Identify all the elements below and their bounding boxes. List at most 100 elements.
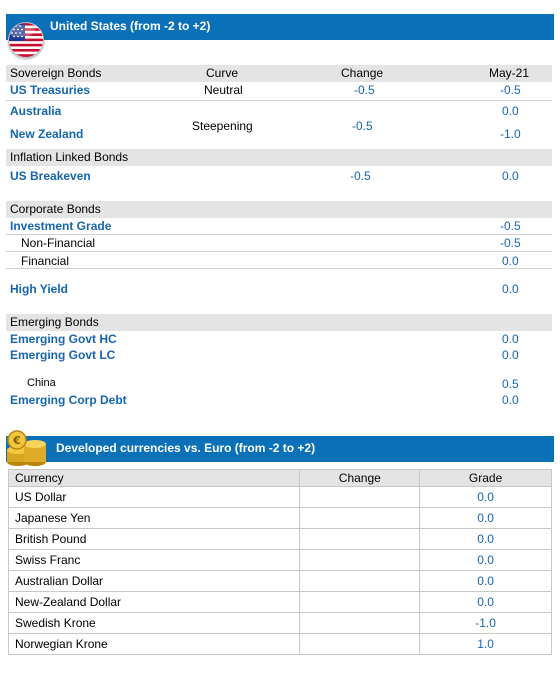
grade-value: -1.0 — [419, 612, 552, 634]
change-value: -0.5 — [354, 83, 375, 97]
emerging-bonds-label: Emerging Bonds — [10, 315, 99, 329]
row-label: Emerging Corp Debt — [10, 393, 127, 407]
grade-value: 0.0 — [419, 507, 552, 529]
month-value: 0.0 — [502, 169, 519, 183]
month-value: 0.0 — [502, 332, 519, 346]
row-label: US Breakeven — [10, 169, 91, 183]
change-value — [299, 549, 421, 571]
currency-name: Japanese Yen — [7, 507, 301, 529]
table-row: Swedish Krone -1.0 — [7, 612, 552, 634]
change-value — [299, 528, 421, 550]
inflation-bonds-label: Inflation Linked Bonds — [10, 150, 129, 164]
bonds-panel-title: United States (from -2 to +2) — [50, 19, 211, 33]
table-row: Non-Financial -0.5 — [6, 236, 552, 252]
table-row: Steepening -0.5 — [6, 119, 552, 137]
table-row: US Breakeven -0.5 0.0 — [6, 169, 552, 187]
table-row: Australia 0.0 — [6, 104, 552, 122]
month-value: 0.0 — [502, 104, 519, 118]
row-label: Investment Grade — [10, 219, 112, 233]
month-value: 0.0 — [502, 348, 519, 362]
change-column-header: Change — [299, 469, 421, 487]
row-label: Emerging Govt HC — [10, 332, 117, 346]
divider — [6, 234, 552, 235]
table-row: Norwegian Krone 1.0 — [7, 633, 552, 655]
us-flag-icon — [8, 22, 44, 58]
svg-text:€: € — [12, 434, 21, 447]
table-row: Swiss Franc 0.0 — [7, 549, 552, 571]
currency-name: US Dollar — [7, 486, 301, 508]
bonds-panel-header: United States (from -2 to +2) — [6, 14, 554, 40]
row-label: Australia — [10, 104, 62, 118]
currency-name: New-Zealand Dollar — [7, 591, 301, 613]
currency-panel-title: Developed currencies vs. Euro (from -2 t… — [56, 441, 316, 455]
currency-name: British Pound — [7, 528, 301, 550]
divider — [6, 251, 552, 252]
currency-name: Swedish Krone — [7, 612, 301, 634]
grade-value: 0.0 — [419, 549, 552, 571]
row-label: Financial — [21, 254, 70, 268]
row-label: US Treasuries — [10, 83, 91, 97]
emerging-bonds-header: Emerging Bonds — [6, 314, 552, 331]
curve-value: Steepening — [192, 119, 253, 133]
month-value: -0.5 — [500, 236, 521, 250]
table-row: Australian Dollar 0.0 — [7, 570, 552, 592]
grade-value: 0.0 — [419, 570, 552, 592]
change-value — [299, 591, 421, 613]
month-value: 0.5 — [502, 377, 519, 391]
row-label: China — [27, 377, 56, 389]
table-row: British Pound 0.0 — [7, 528, 552, 550]
change-value — [299, 612, 421, 634]
change-value: -0.5 — [352, 119, 373, 133]
sovereign-bonds-header: Sovereign Bonds Curve Change May-21 — [6, 65, 552, 82]
month-value: -0.5 — [500, 83, 521, 97]
currency-name: Australian Dollar — [7, 570, 301, 592]
grade-value: 0.0 — [419, 528, 552, 550]
table-row: US Treasuries Neutral -0.5 -0.5 — [6, 83, 552, 101]
grade-column-header: Grade — [419, 469, 552, 487]
month-value: -1.0 — [500, 127, 521, 141]
month-value: 0.0 — [502, 254, 519, 268]
table-row: US Dollar 0.0 — [7, 486, 552, 508]
table-row: High Yield 0.0 — [6, 282, 552, 300]
month-value: 0.0 — [502, 282, 519, 296]
change-column-header: Change — [341, 66, 384, 80]
currency-name: Swiss Franc — [7, 549, 301, 571]
change-value — [299, 633, 421, 655]
table-row: Investment Grade -0.5 — [6, 219, 552, 237]
divider — [6, 268, 552, 269]
currency-column-header: Currency — [7, 469, 301, 487]
change-value — [299, 507, 421, 529]
table-row: Emerging Govt LC 0.0 — [6, 348, 552, 366]
corporate-bonds-header: Corporate Bonds — [6, 201, 552, 218]
grade-value: 0.0 — [419, 591, 552, 613]
month-value: 0.0 — [502, 393, 519, 407]
table-row: Japanese Yen 0.0 — [7, 507, 552, 529]
grade-value: 1.0 — [419, 633, 552, 655]
month-column-header: May-21 — [489, 66, 530, 80]
table-row: Emerging Govt HC 0.0 — [6, 332, 552, 350]
table-row: China 0.5 — [6, 377, 552, 393]
table-row: New Zealand -1.0 — [6, 127, 552, 145]
sovereign-bonds-label: Sovereign Bonds — [10, 66, 102, 80]
row-label: Non-Financial — [21, 236, 96, 250]
row-label: Emerging Govt LC — [10, 348, 116, 362]
change-value — [299, 570, 421, 592]
curve-value: Neutral — [204, 83, 243, 97]
change-value — [299, 486, 421, 508]
table-row: New-Zealand Dollar 0.0 — [7, 591, 552, 613]
month-value: -0.5 — [500, 219, 521, 233]
grade-value: 0.0 — [419, 486, 552, 508]
currency-table-header: Currency Change Grade — [7, 469, 552, 487]
corporate-bonds-label: Corporate Bonds — [10, 202, 101, 216]
inflation-bonds-header: Inflation Linked Bonds — [6, 149, 552, 166]
currency-panel-header: Developed currencies vs. Euro (from -2 t… — [6, 436, 554, 462]
row-label: High Yield — [10, 282, 69, 296]
curve-column-header: Curve — [206, 66, 239, 80]
row-label: New Zealand — [10, 127, 84, 141]
currency-table: Currency Change Grade US Dollar 0.0 Japa… — [7, 469, 552, 655]
table-row: Emerging Corp Debt 0.0 — [6, 393, 552, 411]
currency-name: Norwegian Krone — [7, 633, 301, 655]
table-row: Financial 0.0 — [6, 254, 552, 270]
divider — [6, 100, 552, 101]
change-value: -0.5 — [350, 169, 371, 183]
